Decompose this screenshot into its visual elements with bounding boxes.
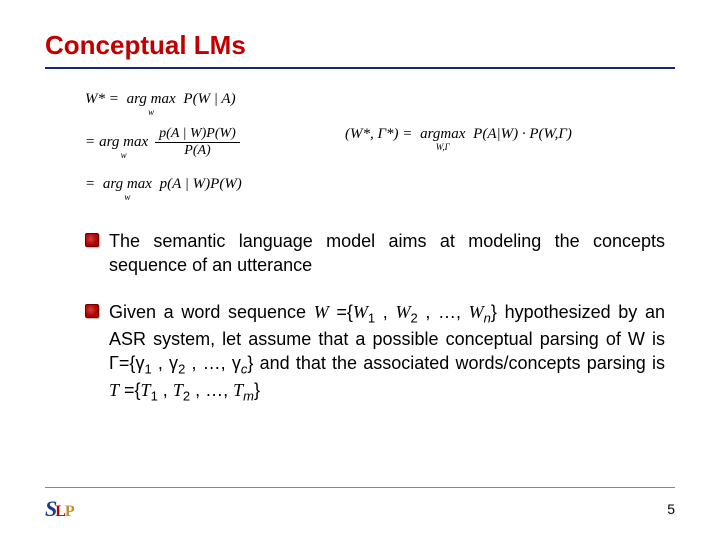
eq3-argmax-text: arg max xyxy=(103,176,152,192)
eq4-lhs: (W*, Γ*) = xyxy=(345,126,412,142)
bullet-icon xyxy=(85,233,99,247)
eq2-argmax-text: arg max xyxy=(99,134,148,150)
footer: S L P 5 xyxy=(45,487,675,522)
bullet-text: Given a word sequence W ={W1 , W2 , …, W… xyxy=(109,300,665,406)
eq2-argmax: arg max w xyxy=(99,134,148,151)
bullet-item: Given a word sequence W ={W1 , W2 , …, W… xyxy=(85,300,665,406)
eq1-rhs: P(W | A) xyxy=(183,91,235,107)
equation-4: (W*, Γ*) = argmax W,Γ P(A|W) · P(W,Γ) xyxy=(345,126,572,143)
eq3-argmax: arg max w xyxy=(103,176,152,193)
bullet-text: The semantic language model aims at mode… xyxy=(109,229,665,278)
eq4-argmax-text: argmax xyxy=(420,126,465,142)
footer-content: S L P 5 xyxy=(45,496,675,522)
logo: S L P xyxy=(45,496,75,522)
equation-1: W* = arg max w P(W | A) xyxy=(85,91,236,108)
eq2-fraction: p(A | W)P(W) P(A) xyxy=(155,126,240,159)
eq3-rhs: p(A | W)P(W) xyxy=(160,176,242,192)
eq2-argmax-sub: w xyxy=(121,150,127,160)
bullet-list: The semantic language model aims at mode… xyxy=(85,229,665,405)
eq1-lhs: W* = xyxy=(85,91,119,107)
bullet-item: The semantic language model aims at mode… xyxy=(85,229,665,278)
eq1-argmax-text: arg max xyxy=(127,91,176,107)
bullet-icon xyxy=(85,304,99,318)
equation-3: = arg max w p(A | W)P(W) xyxy=(85,176,242,193)
title-underline xyxy=(45,67,675,69)
eq2-denominator: P(A) xyxy=(155,143,240,159)
equations-block: W* = arg max w P(W | A) = arg max w p(A … xyxy=(85,91,675,201)
logo-p: P xyxy=(65,503,75,521)
eq3-eq: = xyxy=(85,176,95,192)
eq4-rhs: P(A|W) · P(W,Γ) xyxy=(473,126,572,142)
eq1-argmax-sub: w xyxy=(148,107,154,117)
equation-2: = arg max w p(A | W)P(W) P(A) xyxy=(85,126,243,159)
footer-divider xyxy=(45,487,675,488)
eq4-argmax-sub: W,Γ xyxy=(436,142,450,152)
eq2-eq: = xyxy=(85,134,95,151)
eq3-argmax-sub: w xyxy=(124,192,130,202)
eq4-argmax: argmax W,Γ xyxy=(420,126,465,143)
page-number: 5 xyxy=(667,501,675,517)
eq1-argmax: arg max w xyxy=(127,91,176,108)
slide-title: Conceptual LMs xyxy=(45,30,675,61)
eq2-numerator: p(A | W)P(W) xyxy=(155,126,240,143)
